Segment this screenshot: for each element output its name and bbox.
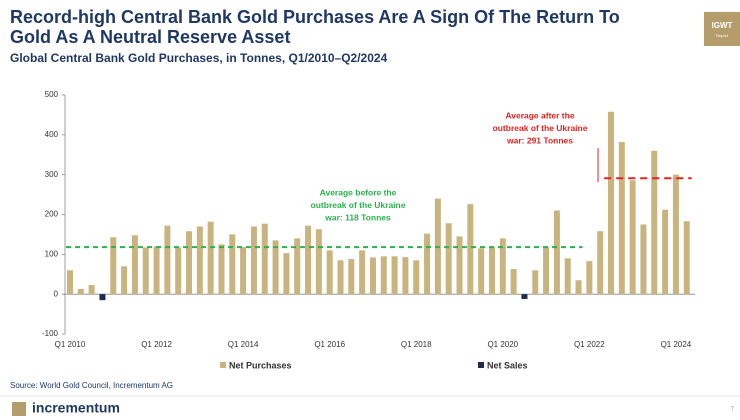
bar [402,257,409,295]
bar [413,260,420,295]
bar [467,204,474,295]
bar [543,247,550,295]
logo-box [704,12,740,46]
title-line: Record-high Central Bank Gold Purchases … [10,7,620,27]
plot: -100 0 100 200 300 400 500 Q1 2010 Q1 2012 Q1 201… [42,90,695,370]
bar [629,180,636,295]
bar [597,231,604,295]
bar [608,111,614,295]
bar [618,142,625,295]
bar [564,258,571,295]
bar [521,294,528,299]
bar [305,225,312,295]
bar [348,259,355,295]
y-tick-label: 500 [45,90,59,99]
bar [196,226,203,295]
bar [99,294,106,301]
x-tick-label: Q1 2010 [55,340,86,349]
bar [142,247,149,295]
bar [121,266,128,295]
legend-label: Net Purchases [229,360,292,370]
reference-annotation: outbreak of the Ukraine [311,200,406,210]
y-tick-label: 0 [54,289,59,298]
reference-annotation: war: 291 Tonnes [506,135,573,145]
subtitle: Global Central Bank Gold Purchases, in T… [10,51,388,65]
bar [67,270,73,295]
bar [683,221,690,295]
source: Source: World Gold Council, Incrementum … [10,381,173,390]
x-tick-label: Q1 2020 [487,340,518,349]
bar [240,247,247,295]
bar [488,247,495,295]
bar [229,234,236,295]
bar [294,238,301,295]
x-tick-label: Q1 2024 [661,340,692,349]
bar [131,235,138,295]
bar [499,238,506,295]
logo-text: IGWT [712,21,733,30]
bar [337,260,344,295]
legend-swatch [478,362,484,368]
bar [218,244,225,295]
reference-annotation: war: 118 Tonnes [324,212,391,222]
bar [380,256,387,295]
y-tick-label: 300 [45,170,59,179]
bar [456,236,463,295]
bar [532,270,539,295]
y-tick-label: 100 [45,249,59,258]
reference-annotation: Average before the [320,187,397,197]
bar [326,250,333,295]
bar [553,210,560,295]
bar [510,269,517,295]
bar [153,246,160,295]
bar [445,223,452,295]
bar [672,174,679,295]
bar [640,224,647,295]
bar [575,280,582,295]
x-tick-label: Q1 2018 [401,340,432,349]
bar [359,250,366,295]
x-tick-label: Q1 2016 [314,340,345,349]
title-line: Gold As A Neutral Reserve Asset [10,27,290,47]
bar [110,237,117,295]
bar [207,221,214,295]
bar [478,248,485,295]
bar [662,209,669,295]
bar [315,229,322,295]
bar [369,257,376,295]
y-tick-label: 400 [45,130,59,139]
bar [88,285,95,295]
legend-swatch [220,362,226,368]
brand: incrementum [32,400,120,416]
bar [651,150,658,295]
brand-icon [12,402,26,416]
bar [283,253,290,295]
bar [175,247,182,295]
y-tick-label: -100 [42,329,59,338]
page-number: 7 [731,407,735,413]
x-tick-label: Q1 2022 [574,340,605,349]
bar [77,288,84,295]
bar [250,226,257,295]
x-tick-label: Q1 2014 [228,340,259,349]
bar [586,261,593,295]
bar [391,256,398,295]
bar [261,223,268,295]
y-tick-label: 200 [45,210,59,219]
bar [186,231,193,295]
reference-annotation: outbreak of the Ukraine [493,123,588,133]
bar [272,240,279,295]
bar [164,225,171,295]
reference-annotation: Average after the [505,110,574,120]
bar [424,233,431,295]
logo-sub: Report [716,33,729,38]
legend-label: Net Sales [487,360,528,370]
x-tick-label: Q1 2012 [141,340,172,349]
